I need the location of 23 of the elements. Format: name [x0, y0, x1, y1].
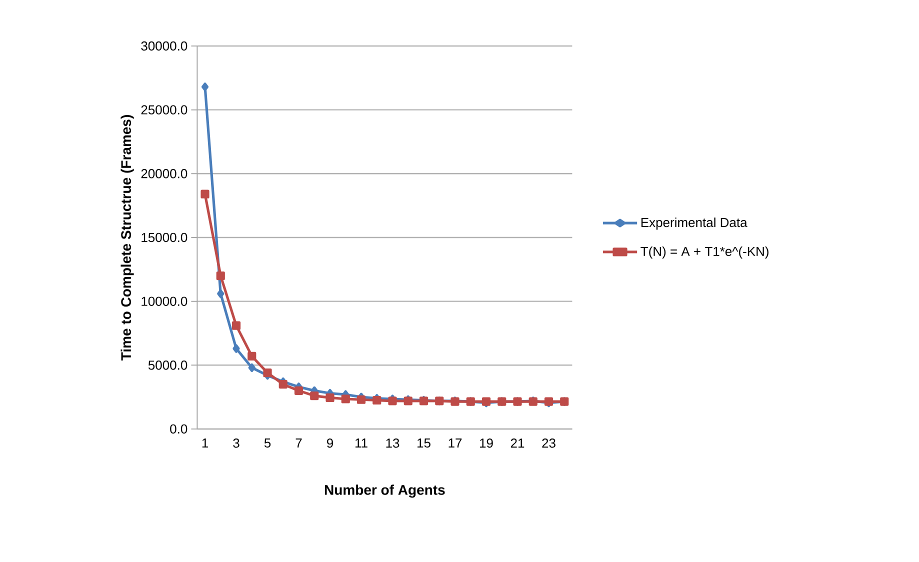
y-tick-label: 25000.0 [141, 105, 188, 114]
x-tick-label: 9 [327, 438, 334, 448]
x-tick-label: 7 [296, 438, 302, 448]
x-axis-title: Number of Agents [324, 484, 445, 498]
x-tick-label: 15 [418, 438, 430, 448]
x-tick-label: 23 [542, 438, 556, 448]
y-tick-label: 5000.0 [148, 360, 188, 370]
x-tick-label: 1 [202, 438, 208, 448]
x-tick-label: 19 [480, 438, 493, 448]
y-tick-label: 20000.0 [141, 169, 188, 178]
x-tick-label: 11 [355, 438, 368, 448]
y-tick-label: 15000.0 [142, 232, 188, 242]
y-axis-title: Time to Complete Structrue (Frames) [120, 115, 134, 361]
y-tick-label: 10000.0 [142, 296, 188, 306]
legend-label: T(N) = A + T1*e^(-KN) [640, 246, 768, 259]
x-tick-label: 13 [386, 438, 400, 448]
y-tick-label: 0.0 [170, 424, 188, 434]
x-tick-label: 17 [448, 438, 462, 448]
x-tick-label: 21 [510, 438, 524, 448]
x-tick-label: 5 [264, 438, 271, 448]
y-tick-label: 30000.0 [141, 41, 188, 51]
x-tick-label: 3 [233, 438, 240, 448]
legend-label: Experimental Data [641, 218, 748, 230]
